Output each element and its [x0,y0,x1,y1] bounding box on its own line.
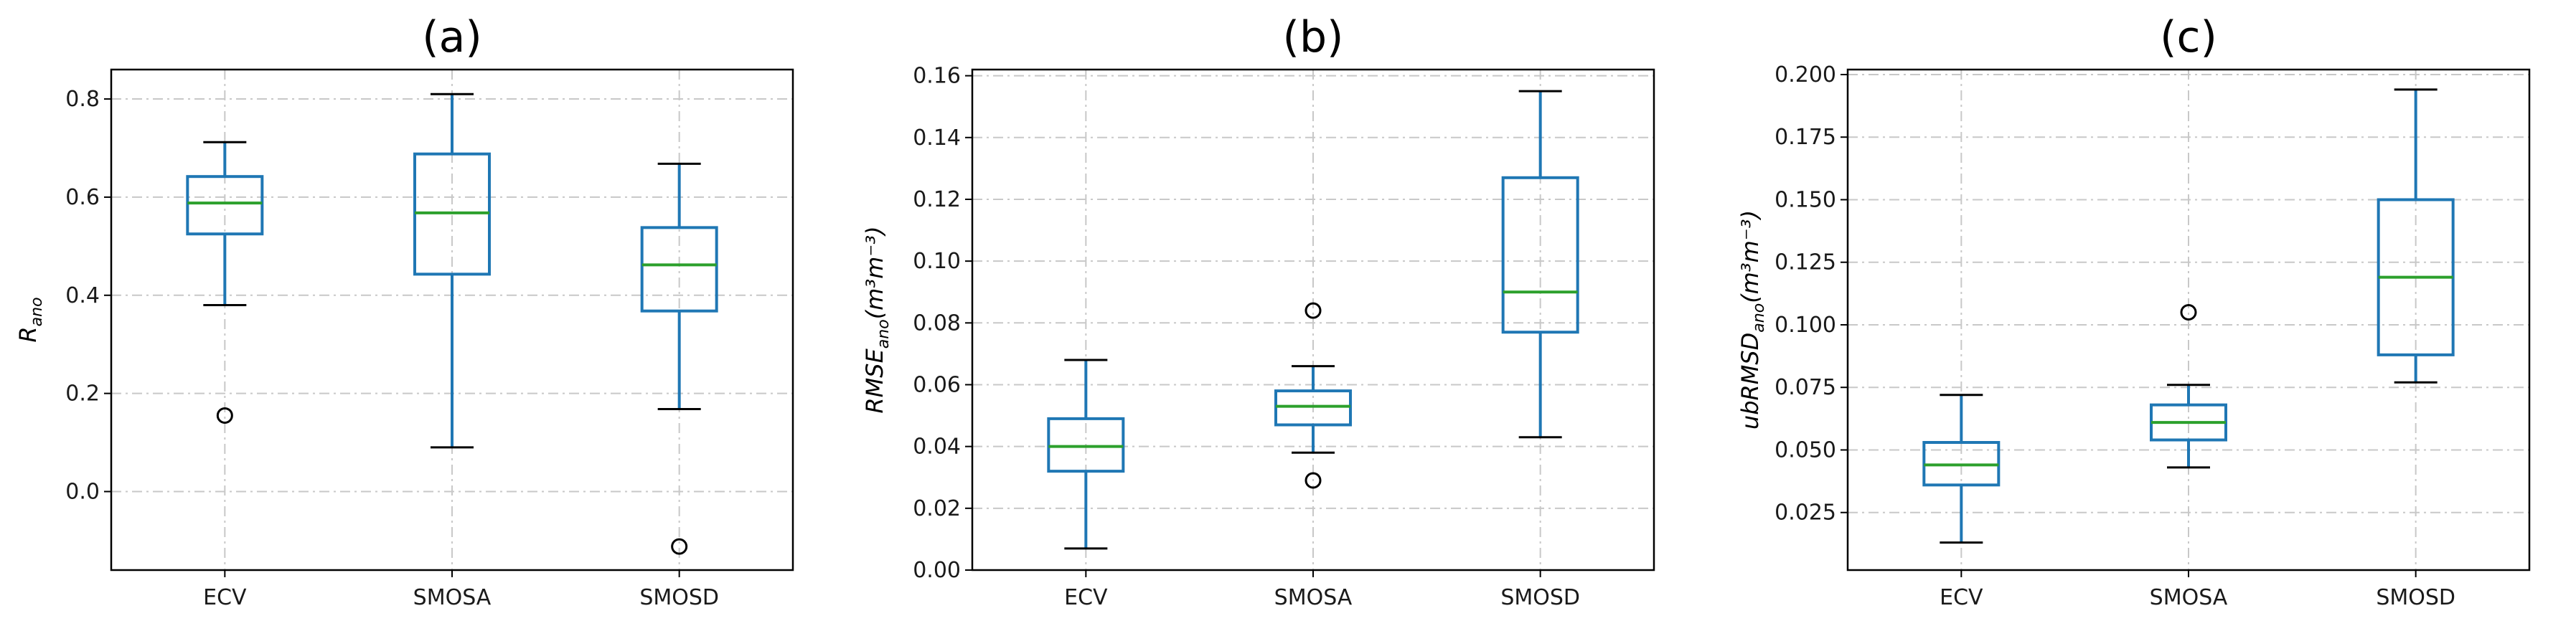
outlier-point [216,407,233,424]
box-smosd [1501,90,1579,439]
x-tick-label-ecv: ECV [1940,585,1983,610]
y-tick-label: 0.02 [913,496,961,521]
y-tick-label: 0.10 [913,249,961,274]
y-tick-label: 0.12 [913,187,961,212]
y-tick-label: 0.050 [1774,437,1836,463]
iqr-box [1047,417,1125,473]
chart-title: (a) [422,12,482,62]
y-tick-label: 0.075 [1774,375,1836,400]
box-smosa [2150,304,2227,469]
box-ecv [1922,394,2001,544]
axes-frame [1846,68,2531,572]
outlier-point [671,538,688,555]
y-axis-label: RMSEano(m³m⁻³) [861,226,893,413]
iqr-box [640,226,718,313]
y-tick-label: 0.100 [1774,313,1836,338]
x-tick-label-smosa: SMOSA [1274,585,1353,610]
box-ecv [1047,359,1125,550]
x-tick-label-ecv: ECV [203,585,247,610]
y-tick-label: 0.4 [65,283,100,308]
box-smosd [2377,88,2455,384]
axes-frame [971,68,1655,572]
y-tick-label: 0.025 [1774,501,1836,526]
y-tick-label: 0.125 [1774,250,1836,275]
chart-panel-3: 0.025 0.050 0.075 0.100 0.125 0.150 0.175 0.200… [1736,12,2531,610]
y-tick-label: 0.8 [65,87,100,112]
y-tick-label: 0.06 [913,372,961,397]
outlier-point [2180,304,2197,321]
y-tick-label: 0.6 [65,185,100,210]
x-tick-label-smosa: SMOSA [2150,585,2228,610]
x-tick-label-ecv: ECV [1064,585,1108,610]
iqr-box [186,175,264,236]
x-tick-label-smosd: SMOSD [639,585,719,610]
box-smosa [1274,302,1352,489]
y-tick-label: 0.14 [913,125,961,151]
axes-frame [110,68,794,572]
iqr-box [1501,176,1579,334]
y-tick-label: 0.00 [913,558,961,583]
chart-title: (b) [1283,12,1344,62]
box-smosd [640,162,718,555]
x-tick-label-smosa: SMOSA [413,585,492,610]
y-tick-label: 0.175 [1774,125,1836,150]
outlier-point [1305,472,1322,489]
box-ecv [186,141,264,424]
chart-title: (c) [2160,12,2217,62]
y-tick-label: 0.16 [913,64,961,89]
outlier-point [1305,302,1322,319]
x-tick-label-smosd: SMOSD [2376,585,2455,610]
y-tick-label: 0.04 [913,435,961,460]
y-tick-label: 0.2 [65,381,100,407]
y-tick-label: 0.200 [1774,62,1836,87]
y-tick-label: 0.08 [913,310,961,336]
y-axis-label: Rano [14,297,46,342]
y-axis-label: ubRMSDano(m³m⁻³) [1736,210,1768,430]
x-tick-label-smosd: SMOSD [1500,585,1580,610]
y-tick-label: 0.0 [65,480,100,505]
chart-panel-2: 0.00 0.02 0.04 0.06 0.08 0.10 0.12 0.14 0.16 ECV S… [861,12,1655,610]
chart-panel-1: 0.0 0.2 0.4 0.6 0.8 ECV SMOSA SMOSD (a) Rano [14,12,794,610]
y-tick-label: 0.150 [1774,187,1836,212]
iqr-box [1274,389,1352,427]
box-smosa [413,93,491,449]
